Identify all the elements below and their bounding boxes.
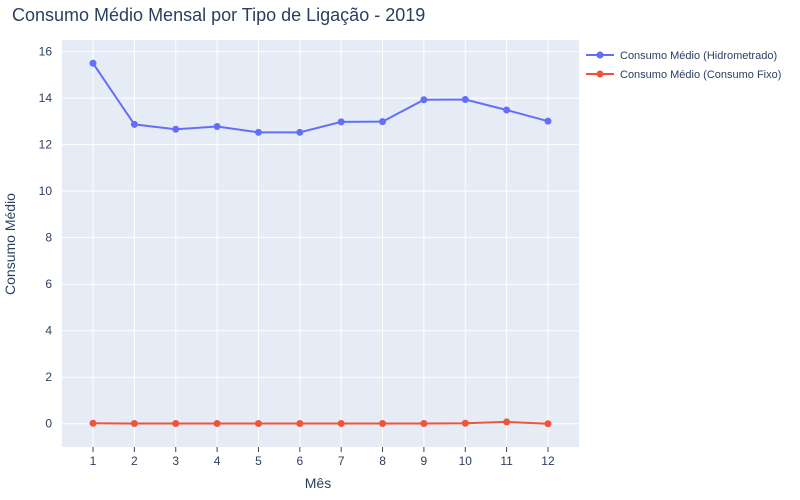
legend-label: Consumo Médio (Hidrometrado) — [620, 50, 777, 62]
legend-label: Consumo Médio (Consumo Fixo) — [620, 69, 781, 81]
y-tick-labels: 0 2 4 6 8 10 12 14 16 — [39, 45, 53, 431]
data-point[interactable] — [337, 420, 345, 428]
data-point[interactable] — [337, 118, 345, 126]
x-tick-label: 10 — [459, 454, 473, 468]
legend-marker — [596, 51, 604, 59]
data-point[interactable] — [544, 420, 552, 428]
y-tick-label: 10 — [39, 184, 53, 198]
data-point[interactable] — [503, 106, 511, 114]
x-tick-label: 11 — [500, 454, 513, 468]
data-point[interactable] — [461, 96, 469, 104]
data-point[interactable] — [503, 418, 511, 426]
data-point[interactable] — [89, 419, 97, 427]
data-point[interactable] — [213, 420, 221, 428]
data-point[interactable] — [172, 420, 180, 428]
x-tick-label: 7 — [338, 454, 345, 468]
data-point[interactable] — [254, 128, 262, 136]
x-tick-label: 6 — [296, 454, 303, 468]
x-tick-label: 2 — [131, 454, 138, 468]
data-point[interactable] — [379, 420, 387, 428]
series-line — [92, 62, 549, 134]
y-tick-label: 12 — [39, 138, 53, 152]
data-point[interactable] — [296, 128, 304, 136]
y-tick-label: 6 — [45, 277, 52, 291]
chart-title: Consumo Médio Mensal por Tipo de Ligação… — [12, 5, 425, 25]
x-tick-label: 1 — [90, 454, 97, 468]
data-point[interactable] — [379, 118, 387, 126]
y-tick-label: 8 — [45, 231, 52, 245]
data-point[interactable] — [461, 419, 469, 427]
x-tick-label: 12 — [541, 454, 555, 468]
y-tick-label: 14 — [39, 91, 53, 105]
legend-item-2[interactable]: Consumo Médio (Consumo Fixo) — [586, 69, 781, 81]
x-tick-labels: 1 2 3 4 5 6 7 8 9 10 11 12 — [90, 447, 555, 468]
x-tick-label: 3 — [172, 454, 179, 468]
plot-area — [62, 40, 579, 447]
series-layer — [89, 59, 552, 428]
y-tick-label: 16 — [39, 45, 53, 59]
x-axis-title: Mês — [305, 475, 331, 491]
y-tick-label: 2 — [45, 370, 52, 384]
x-tick-label: 4 — [214, 454, 221, 468]
data-point[interactable] — [172, 125, 180, 133]
legend-marker — [596, 70, 604, 78]
data-point[interactable] — [130, 120, 138, 128]
x-tick-label: 9 — [421, 454, 428, 468]
data-point[interactable] — [254, 420, 262, 428]
y-tick-label: 0 — [45, 417, 52, 431]
series-line — [93, 420, 549, 425]
data-point[interactable] — [89, 59, 97, 67]
y-tick-label: 4 — [45, 324, 52, 338]
gridlines — [62, 40, 579, 447]
legend[interactable]: Consumo Médio (Hidrometrado) Consumo Médi… — [586, 50, 781, 81]
y-axis-title: Consumo Médio — [2, 193, 18, 295]
data-point[interactable] — [420, 420, 428, 428]
data-point[interactable] — [544, 117, 552, 125]
data-point[interactable] — [420, 96, 428, 104]
x-tick-label: 5 — [255, 454, 262, 468]
data-point[interactable] — [213, 123, 221, 131]
x-tick-label: 8 — [379, 454, 386, 468]
data-point[interactable] — [130, 420, 138, 428]
data-point[interactable] — [296, 420, 304, 428]
series-2 — [89, 418, 552, 428]
legend-item-1[interactable]: Consumo Médio (Hidrometrado) — [586, 50, 777, 62]
series-1 — [89, 59, 552, 136]
